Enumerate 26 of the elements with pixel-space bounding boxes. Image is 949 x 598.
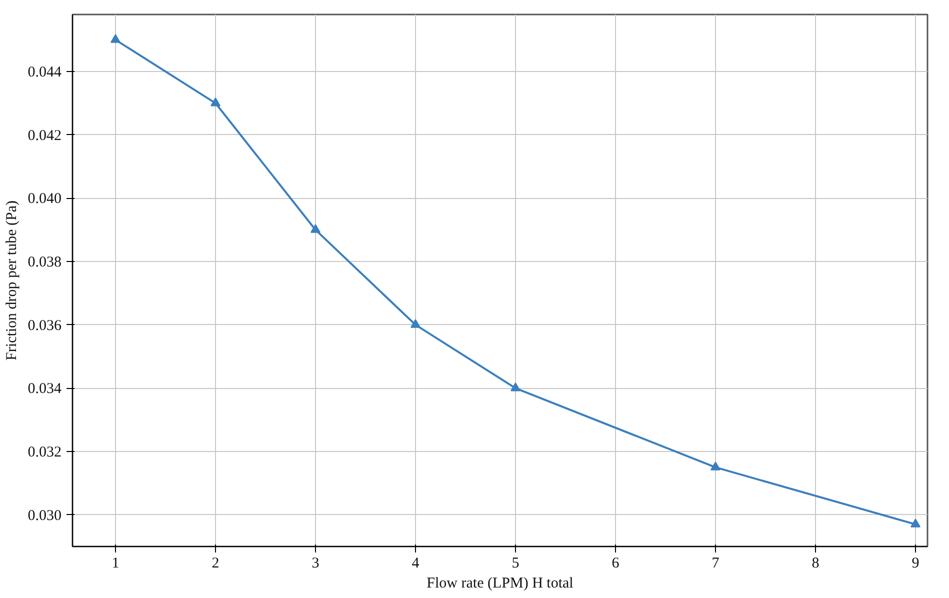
point bbox=[210, 97, 220, 106]
y-tick-label: 0.040 bbox=[28, 191, 62, 208]
y-tick-label: 0.038 bbox=[28, 254, 62, 270]
x-tick-label: 4 bbox=[412, 556, 420, 572]
x-tick-label: 9 bbox=[912, 556, 920, 572]
x-tick-label: 6 bbox=[612, 556, 620, 572]
point bbox=[910, 518, 920, 528]
point bbox=[410, 319, 420, 328]
x-tick-label: 1 bbox=[112, 556, 120, 572]
y-tick-label: 0.030 bbox=[28, 508, 62, 524]
point bbox=[110, 34, 120, 43]
x-tick-label: 7 bbox=[712, 556, 720, 572]
x-tick-label: 8 bbox=[812, 556, 820, 572]
point bbox=[510, 382, 520, 392]
point bbox=[310, 224, 320, 233]
y-axis-title: Friction drop per tube (Pa) bbox=[4, 200, 20, 360]
x-tick-label: 5 bbox=[512, 556, 520, 572]
y-tick-label: 0.034 bbox=[28, 381, 62, 398]
x-tick-label: 2 bbox=[212, 556, 220, 572]
y-tick-label: 0.042 bbox=[28, 128, 62, 144]
y-tick-label: 0.036 bbox=[28, 318, 62, 334]
x-axis-title: Flow rate (LPM) H total bbox=[426, 576, 574, 592]
y-tick-label: 0.044 bbox=[28, 64, 62, 80]
point bbox=[710, 462, 720, 470]
x-tick-label: 3 bbox=[312, 556, 320, 572]
y-tick-label: 0.032 bbox=[28, 444, 62, 460]
